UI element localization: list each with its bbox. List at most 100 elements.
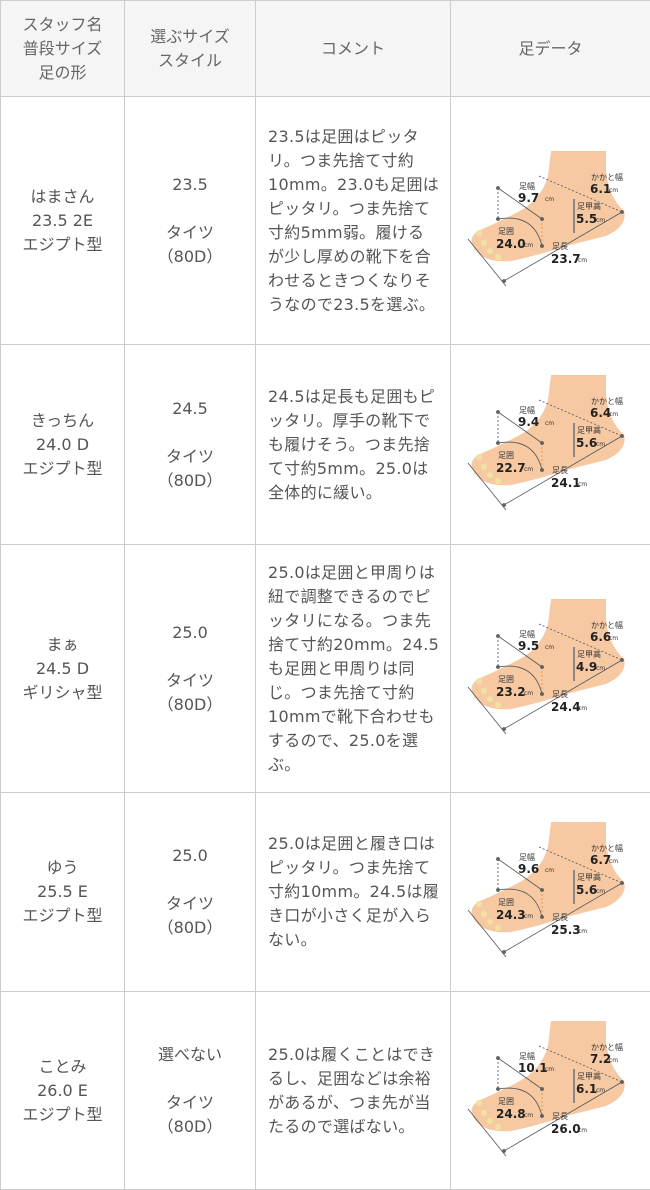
staff-cell: ことみ 26.0 E エジプト型 (0, 991, 125, 1190)
chosen-size: 選べない (157, 1044, 222, 1064)
style: タイツ (165, 670, 214, 690)
heel-width-value: 6.6 (590, 630, 611, 644)
foot-diagram: 足幅 9.4 cm かかと幅 6.4 cm 足甲高 5.6 cm 足囲 22.7… (467, 374, 625, 510)
instep-label: 足甲高 (577, 425, 601, 435)
header-line: 足の形 (38, 62, 87, 82)
heel-width-value: 7.2 (590, 1052, 611, 1066)
foot-shape: ギリシャ型 (22, 682, 103, 702)
usual-size: 24.5 D (35, 658, 90, 678)
header-line: スタイル (157, 50, 222, 70)
usual-size: 25.5 E (37, 882, 88, 901)
measure-lines (467, 175, 624, 286)
toes (475, 453, 501, 484)
foot-diagram: 足幅 10.1 cm かかと幅 7.2 cm 足甲高 6.1 cm 足囲 24.… (467, 1020, 625, 1156)
comment-cell: 25.0は履くことはできるし、足囲などは余裕があるが、つま先が当たるので選ばない… (255, 991, 451, 1190)
unit: cm (609, 411, 618, 418)
foot-width-value: 9.5 (518, 639, 539, 653)
toes (475, 229, 501, 260)
staff-name: ことみ (38, 1056, 87, 1076)
comment-cell: 23.5は足囲はピッタリ。つま先捨て寸約10mm。23.0も足囲はピッタリ。つま… (255, 96, 451, 345)
instep-label: 足甲高 (577, 649, 601, 659)
foot-width-label: 足幅 (519, 852, 535, 862)
girth-label: 足囲 (498, 451, 514, 460)
foot-data-cell: 足幅 10.1 cm かかと幅 7.2 cm 足甲高 6.1 cm 足囲 24.… (450, 991, 650, 1190)
measure-lines (467, 1045, 624, 1156)
length-value: 24.1 (551, 476, 581, 490)
foot-shape-image (470, 1020, 625, 1131)
unit: cm (524, 1112, 533, 1119)
header-foot-data: 足データ (450, 0, 650, 97)
instep-label: 足甲高 (577, 201, 601, 211)
toes (475, 1099, 501, 1130)
unit: cm (524, 690, 533, 697)
foot-shape: エジプト型 (22, 458, 103, 478)
denier: （80D） (157, 694, 223, 714)
heel-width-label: かかと幅 (591, 172, 623, 182)
comment-cell: 24.5は足長も足囲もピッタリ。厚手の靴下でも履けそう。つま先捨て寸約5mm。2… (255, 344, 451, 545)
instep-value: 6.1 (576, 1082, 597, 1096)
girth-value: 23.2 (496, 685, 526, 699)
girth-label: 足囲 (498, 898, 514, 907)
foot-width-value: 9.6 (518, 862, 539, 876)
heel-width-label: かかと幅 (591, 1042, 623, 1052)
chosen-size: 25.0 (172, 846, 208, 865)
choice-cell: 24.5 タイツ （80D） (124, 344, 256, 545)
girth-value: 24.0 (496, 237, 526, 251)
unit: cm (609, 635, 618, 642)
toes (475, 677, 501, 708)
unit: cm (545, 420, 554, 427)
table-row: きっちん 24.0 D エジプト型 24.5 タイツ （80D） 24.5は足長… (0, 344, 650, 545)
foot-data-cell: 足幅 9.4 cm かかと幅 6.4 cm 足甲高 5.6 cm 足囲 22.7… (450, 344, 650, 545)
heel-width-value: 6.4 (590, 406, 611, 420)
unit: cm (524, 242, 533, 249)
table-row: ことみ 26.0 E エジプト型 選べない タイツ （80D） 25.0は履くこ… (0, 991, 650, 1190)
comment-cell: 25.0は足囲と甲周りは紐で調整できるのでピッタリになる。つま先捨て寸約20mm… (255, 544, 451, 793)
denier: （80D） (157, 1116, 223, 1136)
foot-width-value: 9.4 (518, 415, 539, 429)
toes (475, 901, 501, 931)
unit: cm (578, 481, 587, 488)
header-comment: コメント (255, 0, 451, 97)
heel-width-value: 6.1 (590, 182, 611, 196)
foot-width-label: 足幅 (519, 405, 535, 415)
unit: cm (609, 858, 618, 865)
foot-shape-image (470, 150, 625, 261)
denier: （80D） (157, 246, 223, 266)
staff-name: ゆう (46, 858, 79, 877)
foot-diagram: 足幅 9.6 cm かかと幅 6.7 cm 足甲高 5.6 cm 足囲 24.3… (467, 822, 625, 958)
instep-value: 5.6 (576, 883, 597, 897)
foot-shape-image (470, 822, 625, 933)
unit: cm (524, 913, 533, 920)
table-row: ゆう 25.5 E エジプト型 25.0 タイツ （80D） 25.0は足囲と履… (0, 792, 650, 992)
unit: cm (596, 1087, 605, 1094)
header-line: 普段サイズ (22, 38, 103, 58)
staff-name: きっちん (30, 410, 95, 430)
style: タイツ (165, 446, 214, 466)
heel-width-label: かかと幅 (591, 843, 623, 853)
staff-name: まぁ (46, 634, 79, 654)
foot-width-label: 足幅 (519, 629, 535, 639)
unit: cm (545, 644, 554, 651)
foot-width-label: 足幅 (519, 1051, 535, 1061)
length-label: 足長 (552, 466, 568, 475)
unit: cm (545, 867, 554, 874)
staff-cell: ゆう 25.5 E エジプト型 (0, 792, 125, 992)
measure-lines (467, 623, 624, 734)
style: タイツ (165, 1092, 214, 1112)
foot-shape-image (470, 598, 625, 709)
staff-cell: きっちん 24.0 D エジプト型 (0, 344, 125, 545)
unit: cm (609, 1057, 618, 1064)
unit: cm (596, 888, 605, 895)
style: タイツ (165, 222, 214, 242)
foot-width-label: 足幅 (519, 181, 535, 191)
unit: cm (609, 187, 618, 194)
header-line: スタッフ名 (22, 14, 103, 34)
choice-cell: 23.5 タイツ （80D） (124, 96, 256, 345)
staff-name: はまさん (30, 186, 95, 206)
unit: cm (545, 1066, 554, 1073)
unit: cm (596, 217, 605, 224)
instep-label: 足甲高 (577, 872, 601, 882)
unit: cm (578, 1127, 587, 1134)
unit: cm (545, 196, 554, 203)
